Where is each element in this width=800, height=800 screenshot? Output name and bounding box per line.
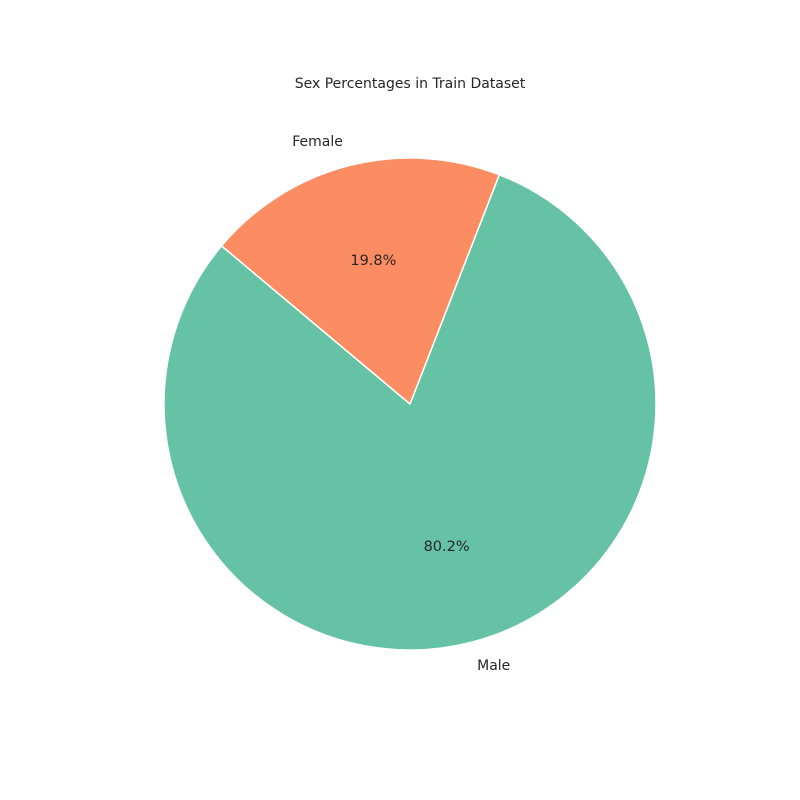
pie-labels: Male 80.2% Female 19.8% [292, 134, 510, 674]
pct-label-female: 19.8% [350, 253, 396, 269]
pie-slice-male [163, 174, 657, 651]
pie-slice-female [220, 157, 501, 405]
slice-label-female: Female [292, 134, 343, 150]
pct-label-male: 80.2% [424, 539, 470, 555]
slice-label-male: Male [477, 658, 510, 674]
chart-title: Sex Percentages in Train Dataset [295, 76, 526, 92]
pie-slices [163, 157, 657, 651]
